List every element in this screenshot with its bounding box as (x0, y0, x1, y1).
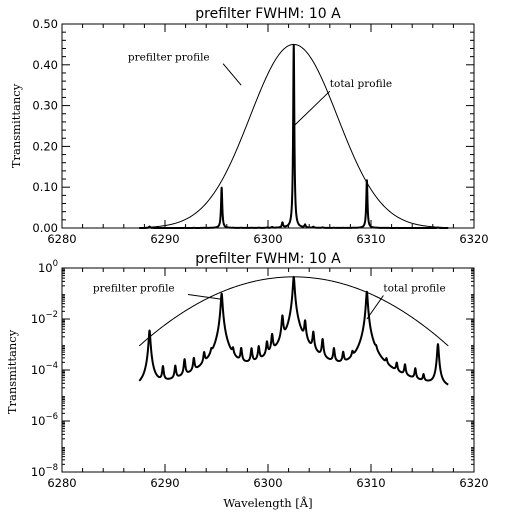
annotation-leader (222, 63, 242, 86)
x-tick-label: 6310 (356, 232, 385, 246)
y-tick-label: 100 (38, 259, 58, 275)
annotations: prefilter profile total profile (93, 282, 446, 320)
x-tick-label: 6280 (47, 232, 76, 246)
total-curve (138, 275, 450, 386)
y-tick-label: 10−6 (31, 412, 58, 428)
y-tick-label: 0.20 (32, 139, 58, 153)
plot-frame (61, 267, 475, 473)
y-tick-label: 10−4 (31, 361, 58, 377)
annotations: prefilter profile total profile (128, 52, 392, 127)
x-tick-label: 6280 (47, 476, 76, 490)
x-tick-label: 6300 (253, 232, 282, 246)
annotation-leader (293, 90, 331, 127)
annotation-label: total profile (330, 78, 392, 90)
series-line-total (138, 275, 450, 386)
x-tick-label: 6290 (150, 476, 179, 490)
y-axis-label: Transmittancy (9, 83, 23, 168)
chart-title: prefilter FWHM: 10 A (195, 251, 341, 267)
y-tick-label: 0.50 (32, 17, 58, 31)
annotation-label: prefilter profile (128, 52, 210, 64)
plot-frame (61, 23, 475, 229)
y-tick-label: 0.40 (32, 58, 58, 72)
total-curve (138, 44, 450, 229)
axis-ticks: 6280 6290 6300 6310 6320 0.00 0.10 0.20 0.30 0.40… (32, 17, 488, 246)
axis-ticks: 6280 6290 6300 6310 6320 10−8 10−6 10−4 10−2 100 (31, 259, 489, 490)
y-tick-label: 0.10 (32, 180, 58, 194)
x-tick-label: 6310 (356, 476, 385, 490)
x-tick-label: 6290 (150, 232, 179, 246)
x-tick-label: 6300 (253, 476, 282, 490)
y-axis-label: Transmittancy (5, 329, 19, 414)
y-tick-label: 0.00 (32, 221, 58, 235)
y-tick-label: 10−8 (31, 463, 58, 479)
chart-title: prefilter FWHM: 10 A (195, 6, 341, 22)
x-axis-label: Wavelength [Å] (223, 496, 312, 510)
series-line-total (138, 44, 450, 229)
x-tick-label: 6320 (459, 476, 488, 490)
y-tick-label: 0.30 (32, 99, 58, 113)
annotation-label: prefilter profile (93, 282, 175, 294)
annotation-leader (366, 295, 384, 320)
log-chart: 6280 6290 6300 6310 632010−810−610−410−2100 … (5, 251, 489, 510)
linear-chart: 6280 6290 6300 6310 6320 0.00 0.10 0.20 0.30 0.40… (9, 6, 489, 246)
x-tick-label: 6320 (459, 232, 488, 246)
annotation-label: total profile (383, 282, 445, 294)
annotation-leader (188, 294, 222, 300)
y-tick-label: 10−2 (31, 310, 58, 326)
